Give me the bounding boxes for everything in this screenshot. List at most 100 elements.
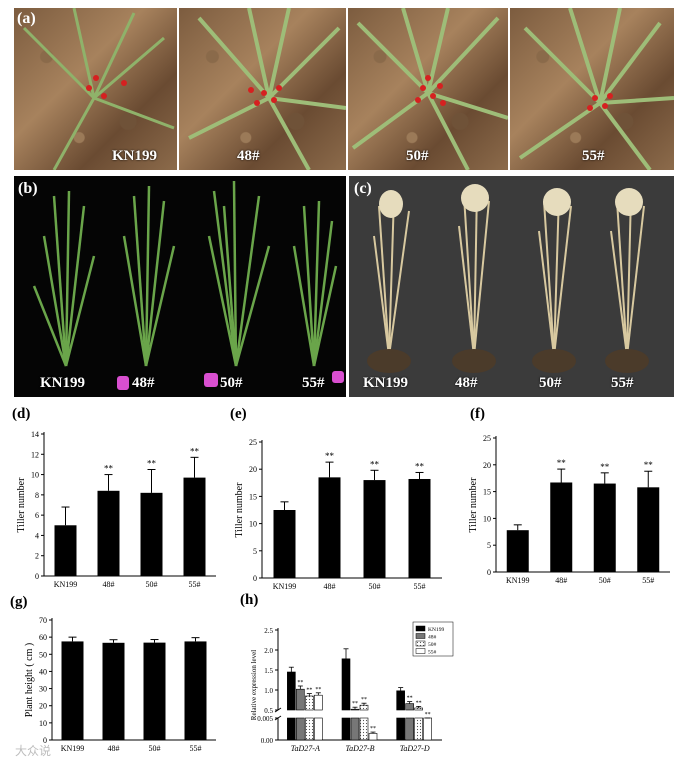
y-tick-label: 15 (483, 488, 491, 497)
bar (184, 641, 207, 740)
x-tick-label: TaD27-D (400, 744, 430, 753)
x-tick-label: 50# (146, 580, 158, 589)
x-tick-label: 48# (108, 744, 120, 753)
significance-mark: ** (557, 458, 567, 468)
significance-mark: ** (370, 726, 376, 732)
photo-a-kn199: KN199 (14, 8, 177, 170)
label-c-kn199: KN199 (363, 375, 408, 391)
y-tick-label: 2 (35, 552, 39, 561)
bar (414, 707, 423, 711)
significance-mark: ** (190, 446, 200, 456)
bar (61, 641, 84, 740)
bar (405, 717, 414, 741)
bar (550, 482, 573, 572)
label-a-55: 55# (582, 148, 605, 164)
x-tick-label: KN199 (273, 582, 297, 591)
label-c-48: 48# (455, 375, 478, 391)
x-tick-label: 50# (149, 744, 161, 753)
bar (314, 717, 323, 741)
x-tick-label: KN199 (61, 744, 85, 753)
label-b-50: 50# (220, 375, 243, 391)
panel-letter-h: (h) (240, 592, 258, 608)
bar (54, 525, 77, 576)
label-c-50: 50# (539, 375, 562, 391)
significance-mark: ** (407, 696, 413, 702)
x-tick-label: TaD27-A (291, 744, 320, 753)
y-axis-label: Tiller number (16, 477, 27, 533)
chart-g: (g) 0 10 20 30 40 50 60 70 Plant height ( cm ) KN1… (10, 594, 216, 753)
y-tick-label: 70 (39, 616, 47, 625)
photo-a-55: 55# (510, 8, 674, 170)
bar (287, 717, 296, 741)
legend-swatch (415, 625, 426, 632)
y-tick-label: 60 (39, 633, 47, 642)
bar (273, 510, 296, 578)
y-tick-label: 0.005 (257, 715, 273, 723)
y-tick-label: 20 (249, 465, 257, 474)
y-tick-label: 8 (35, 491, 39, 500)
bar (341, 658, 351, 711)
label-c-55: 55# (611, 375, 634, 391)
panel-letter-g: (g) (10, 594, 28, 610)
label-a-50: 50# (406, 148, 429, 164)
y-tick-label: 5 (253, 547, 257, 556)
bar (305, 717, 314, 741)
bar (318, 477, 341, 578)
bar (97, 490, 120, 576)
label-b-55: 55# (302, 375, 325, 391)
label-b-kn199: KN199 (40, 375, 85, 391)
y-tick-label: 1.5 (264, 667, 273, 675)
panel-letter-e: (e) (230, 406, 247, 422)
legend-label: 50# (428, 642, 437, 648)
bar (143, 642, 166, 740)
y-tick-label: 15 (249, 492, 257, 501)
x-tick-label: KN199 (54, 580, 78, 589)
panel-letter-a: (a) (17, 10, 36, 27)
bar (350, 708, 360, 711)
bar (102, 642, 125, 740)
y-tick-label: 20 (39, 702, 47, 711)
photo-a-48: 48# (179, 8, 346, 170)
y-tick-label: 50 (39, 650, 47, 659)
bar (396, 717, 405, 741)
y-tick-label: 0 (487, 568, 491, 577)
bar (341, 717, 351, 741)
significance-mark: ** (644, 460, 654, 470)
significance-mark: ** (147, 459, 157, 469)
x-tick-label: 55# (642, 576, 654, 585)
panel-letter-f: (f) (470, 406, 485, 422)
label-a-kn199: KN199 (112, 148, 157, 164)
y-tick-label: 14 (31, 430, 39, 439)
y-tick-label: 1.0 (264, 687, 273, 695)
significance-mark: ** (315, 687, 321, 693)
x-tick-label: 48# (103, 580, 115, 589)
bar (423, 717, 432, 741)
y-axis-label: Tiller number (468, 477, 479, 533)
significance-mark: ** (352, 701, 358, 707)
photo-c: KN199 48# 50# 55# (349, 176, 674, 397)
bar (359, 704, 369, 711)
bar (287, 671, 296, 711)
legend-label: 55# (428, 650, 437, 656)
legend-swatch (415, 640, 426, 647)
bar (314, 694, 323, 711)
y-tick-label: 0.5 (264, 707, 273, 715)
bar (593, 483, 616, 572)
y-tick-label: 40 (39, 667, 47, 676)
label-b-48: 48# (132, 375, 155, 391)
significance-mark: ** (416, 700, 422, 706)
bar (359, 717, 369, 741)
x-tick-label: TaD27-B (345, 744, 374, 753)
y-tick-label: 25 (249, 438, 257, 447)
panel-letter-d: (d) (12, 406, 30, 422)
bar (408, 478, 431, 578)
y-axis-label: Plant height ( cm ) (24, 643, 35, 717)
panel-letter-b: (b) (18, 180, 38, 197)
bar (183, 477, 206, 576)
y-tick-label: 4 (35, 531, 39, 540)
y-tick-label: 0 (43, 736, 47, 745)
y-tick-label: 30 (39, 685, 47, 694)
bar (305, 695, 314, 711)
legend-label: 48# (428, 635, 437, 641)
